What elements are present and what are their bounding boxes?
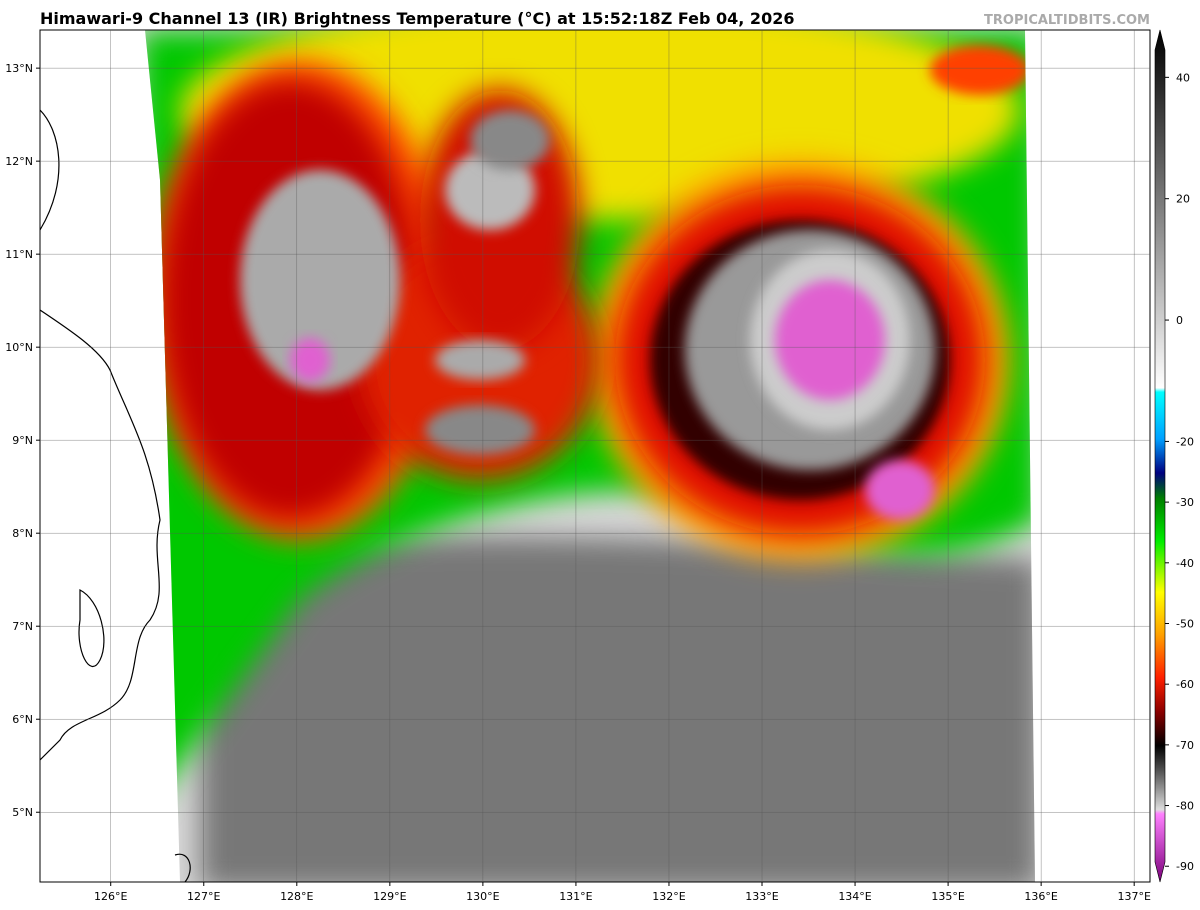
colorbar-label: -70 xyxy=(1176,739,1194,752)
colorbar-label: -20 xyxy=(1176,435,1194,448)
lon-label: 128°E xyxy=(280,890,313,903)
colorbar-label: -30 xyxy=(1176,496,1194,509)
lon-label: 133°E xyxy=(745,890,778,903)
lon-label: 135°E xyxy=(931,890,964,903)
colorbar: 40 20 0 -20 -30 -40 -50 -60 -70 -80 -90 xyxy=(1154,29,1194,883)
colorbar-label: 20 xyxy=(1176,193,1190,206)
lon-label: 129°E xyxy=(373,890,406,903)
lat-label: 6°N xyxy=(12,713,33,726)
colorbar-label: -60 xyxy=(1176,678,1194,691)
lat-label: 9°N xyxy=(12,434,33,447)
lat-label: 11°N xyxy=(5,248,33,261)
source: TROPICALTIDBITS.COM xyxy=(984,13,1150,28)
lon-label: 127°E xyxy=(187,890,220,903)
colorbar-ramp xyxy=(1154,29,1166,883)
title: Himawari-9 Channel 13 (IR) Brightness Te… xyxy=(40,9,794,28)
colorbar-label: -40 xyxy=(1176,557,1194,570)
lat-label: 12°N xyxy=(5,155,33,168)
lat-label: 7°N xyxy=(12,620,33,633)
lon-label: 126°E xyxy=(94,890,127,903)
lat-label: 10°N xyxy=(5,341,33,354)
map-frame xyxy=(39,29,1151,883)
colorbar-label: 40 xyxy=(1176,71,1190,84)
imagery xyxy=(40,30,1035,882)
lon-label: 132°E xyxy=(652,890,685,903)
graticule: 126°E 127°E 128°E 129°E 130°E 131°E 132°E 133°E… xyxy=(5,30,1151,903)
lon-label: 134°E xyxy=(838,890,871,903)
lon-label: 130°E xyxy=(466,890,499,903)
colorbar-label: -50 xyxy=(1176,617,1194,630)
colorbar-label: -90 xyxy=(1176,860,1194,873)
lat-label: 13°N xyxy=(5,62,33,75)
lat-label: 5°N xyxy=(12,806,33,819)
lat-label: 8°N xyxy=(12,527,33,540)
lon-label: 137°E xyxy=(1117,890,1150,903)
colorbar-label: 0 xyxy=(1176,314,1183,327)
lon-label: 136°E xyxy=(1024,890,1057,903)
colorbar-label: -80 xyxy=(1176,800,1194,813)
lon-label: 131°E xyxy=(559,890,592,903)
